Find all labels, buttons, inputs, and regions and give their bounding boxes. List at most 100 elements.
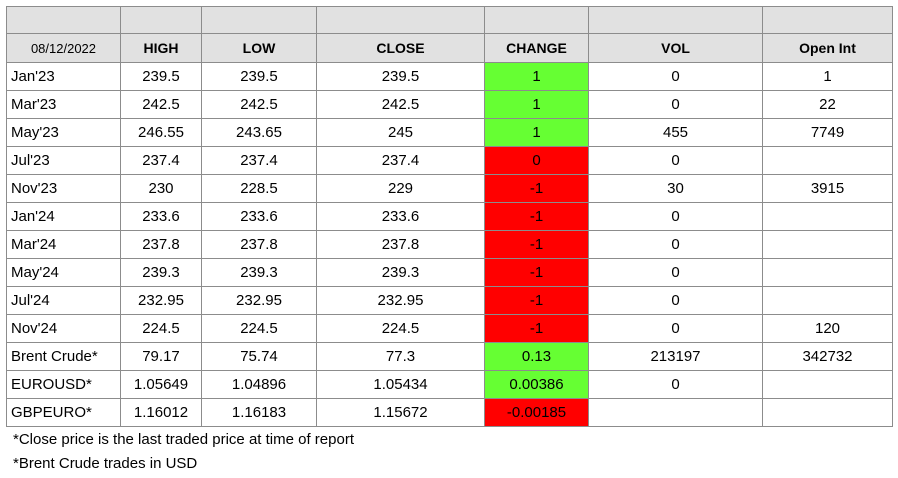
open-int-cell (762, 146, 893, 175)
blank-cell (316, 6, 485, 34)
open-int-cell (762, 398, 893, 427)
vol-cell: 0 (588, 230, 763, 259)
open-int-cell (762, 286, 893, 315)
close-cell: 237.8 (316, 230, 485, 259)
change-cell: 0.00386 (484, 370, 589, 399)
row-label: May'24 (6, 258, 121, 287)
table-row: May'23 246.55 243.65 245 1 455 7749 (6, 118, 893, 147)
high-cell: 237.8 (120, 230, 202, 259)
change-cell: -0.00185 (484, 398, 589, 427)
change-cell: 1 (484, 90, 589, 119)
table-row: Mar'24 237.8 237.8 237.8 -1 0 (6, 230, 893, 259)
open-int-cell: 7749 (762, 118, 893, 147)
footnotes: *Close price is the last traded price at… (13, 428, 354, 476)
open-int-cell: 22 (762, 90, 893, 119)
blank-header-row (6, 6, 893, 34)
change-cell: -1 (484, 258, 589, 287)
column-header-low: LOW (201, 33, 317, 63)
row-label: Jul'23 (6, 146, 121, 175)
vol-cell: 0 (588, 90, 763, 119)
close-cell: 1.05434 (316, 370, 485, 399)
close-cell: 233.6 (316, 202, 485, 231)
change-cell: -1 (484, 202, 589, 231)
open-int-cell (762, 230, 893, 259)
change-cell: -1 (484, 314, 589, 343)
row-label: Nov'24 (6, 314, 121, 343)
close-cell: 232.95 (316, 286, 485, 315)
open-int-cell (762, 202, 893, 231)
table-row: EUROUSD* 1.05649 1.04896 1.05434 0.00386 0 (6, 370, 893, 399)
change-cell: 0.13 (484, 342, 589, 371)
high-cell: 224.5 (120, 314, 202, 343)
column-header-open-int: Open Int (762, 33, 893, 63)
column-header-row: 08/12/2022 HIGH LOW CLOSE CHANGE VOL Ope… (6, 33, 893, 63)
high-cell: 233.6 (120, 202, 202, 231)
vol-cell: 0 (588, 286, 763, 315)
high-cell: 79.17 (120, 342, 202, 371)
close-cell: 1.15672 (316, 398, 485, 427)
vol-cell: 0 (588, 258, 763, 287)
low-cell: 243.65 (201, 118, 317, 147)
change-cell: 1 (484, 118, 589, 147)
table-row: Jul'23 237.4 237.4 237.4 0 0 (6, 146, 893, 175)
table-row: Nov'24 224.5 224.5 224.5 -1 0 120 (6, 314, 893, 343)
table-row: Mar'23 242.5 242.5 242.5 1 0 22 (6, 90, 893, 119)
row-label: Brent Crude* (6, 342, 121, 371)
high-cell: 230 (120, 174, 202, 203)
blank-cell (762, 6, 893, 34)
low-cell: 232.95 (201, 286, 317, 315)
close-cell: 237.4 (316, 146, 485, 175)
high-cell: 242.5 (120, 90, 202, 119)
high-cell: 232.95 (120, 286, 202, 315)
vol-cell: 213197 (588, 342, 763, 371)
high-cell: 1.05649 (120, 370, 202, 399)
column-header-close: CLOSE (316, 33, 485, 63)
open-int-cell: 120 (762, 314, 893, 343)
row-label: Mar'24 (6, 230, 121, 259)
row-label: Mar'23 (6, 90, 121, 119)
table-row: Nov'23 230 228.5 229 -1 30 3915 (6, 174, 893, 203)
table-row: Brent Crude* 79.17 75.74 77.3 0.13 213197 3427… (6, 342, 893, 371)
high-cell: 237.4 (120, 146, 202, 175)
vol-cell: 0 (588, 370, 763, 399)
row-label: May'23 (6, 118, 121, 147)
open-int-cell: 3915 (762, 174, 893, 203)
close-cell: 229 (316, 174, 485, 203)
close-cell: 245 (316, 118, 485, 147)
blank-cell (201, 6, 317, 34)
vol-cell: 0 (588, 314, 763, 343)
low-cell: 242.5 (201, 90, 317, 119)
open-int-cell: 342732 (762, 342, 893, 371)
table-row: Jul'24 232.95 232.95 232.95 -1 0 (6, 286, 893, 315)
change-cell: -1 (484, 286, 589, 315)
table-row: May'24 239.3 239.3 239.3 -1 0 (6, 258, 893, 287)
open-int-cell (762, 370, 893, 399)
row-label: Jan'23 (6, 62, 121, 91)
high-cell: 239.3 (120, 258, 202, 287)
change-cell: -1 (484, 230, 589, 259)
vol-cell (588, 398, 763, 427)
high-cell: 246.55 (120, 118, 202, 147)
footnote-brent-usd: *Brent Crude trades in USD (13, 455, 198, 472)
vol-cell: 0 (588, 62, 763, 91)
column-header-vol: VOL (588, 33, 763, 63)
low-cell: 239.5 (201, 62, 317, 91)
open-int-cell: 1 (762, 62, 893, 91)
change-cell: 0 (484, 146, 589, 175)
low-cell: 75.74 (201, 342, 317, 371)
close-cell: 239.5 (316, 62, 485, 91)
column-header-change: CHANGE (484, 33, 589, 63)
high-cell: 239.5 (120, 62, 202, 91)
column-header-high: HIGH (120, 33, 202, 63)
open-int-cell (762, 258, 893, 287)
low-cell: 1.16183 (201, 398, 317, 427)
high-cell: 1.16012 (120, 398, 202, 427)
table-row: GBPEURO* 1.16012 1.16183 1.15672 -0.00185 (6, 398, 893, 427)
row-label: Jul'24 (6, 286, 121, 315)
vol-cell: 30 (588, 174, 763, 203)
close-cell: 239.3 (316, 258, 485, 287)
low-cell: 237.4 (201, 146, 317, 175)
row-label: Jan'24 (6, 202, 121, 231)
close-cell: 77.3 (316, 342, 485, 371)
low-cell: 1.04896 (201, 370, 317, 399)
